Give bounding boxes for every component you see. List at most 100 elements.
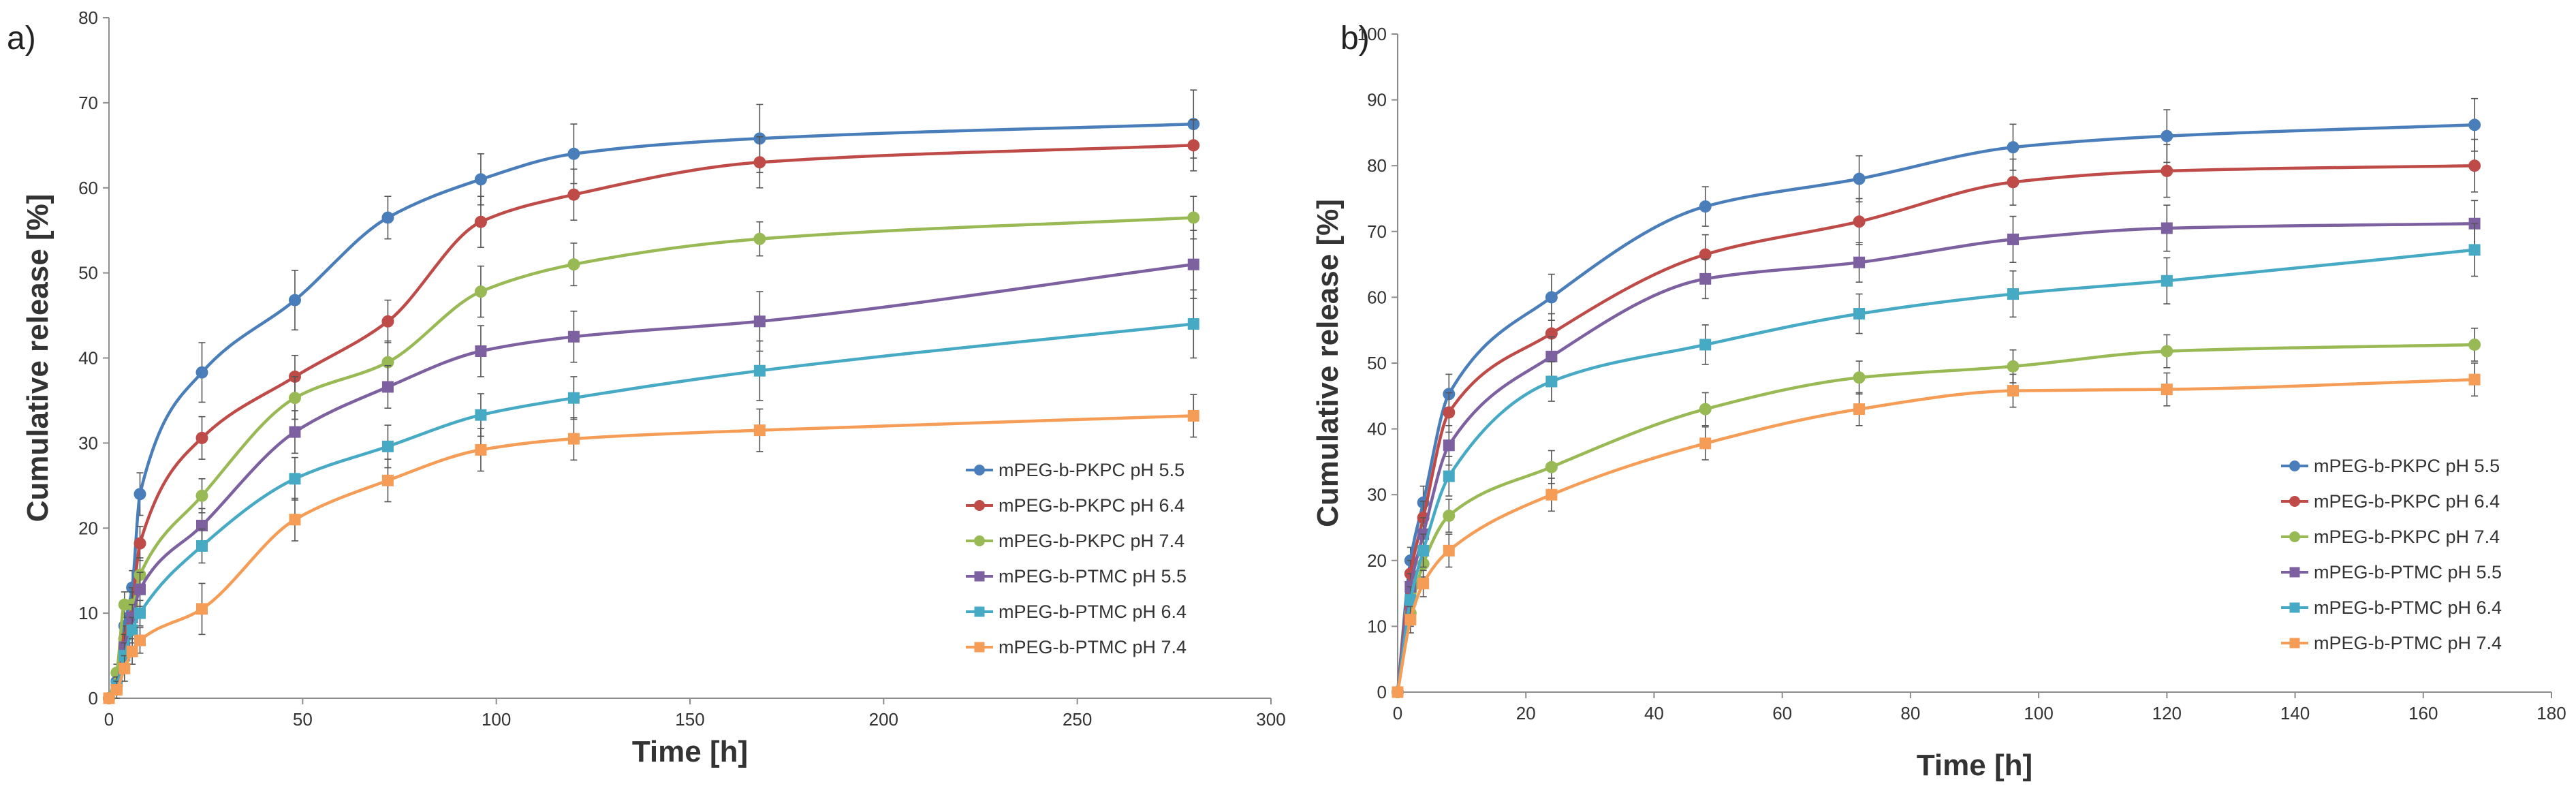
legend-item: mPEG-b-PKPC pH 5.5	[2281, 456, 2500, 476]
data-point	[1699, 248, 1712, 261]
data-point	[1545, 350, 1558, 362]
y-tick-label: 60	[78, 178, 98, 198]
data-point	[2161, 275, 2173, 287]
data-point	[110, 684, 123, 696]
data-point	[474, 215, 487, 228]
data-point	[2468, 159, 2481, 172]
legend-swatch-marker	[2289, 602, 2300, 613]
data-point	[567, 258, 580, 271]
y-tick-label: 70	[78, 93, 98, 113]
data-point	[1404, 594, 1417, 606]
data-point	[1187, 258, 1199, 270]
series-6	[1392, 362, 2481, 698]
data-point	[1853, 403, 1866, 416]
legend-label: mPEG-b-PKPC pH 7.4	[999, 531, 1184, 551]
y-tick-label: 80	[78, 7, 98, 28]
x-tick-label: 160	[2408, 703, 2438, 723]
y-tick-label: 10	[1367, 616, 1387, 636]
series-5	[1392, 223, 2481, 698]
x-tick-label: 20	[1516, 703, 1536, 723]
data-point	[475, 345, 487, 358]
data-point	[753, 424, 766, 437]
y-tick-label: 30	[78, 433, 98, 453]
x-tick-label: 100	[2024, 703, 2053, 723]
data-point	[195, 489, 208, 502]
series-line	[1396, 248, 2475, 693]
x-tick-label: 180	[2536, 703, 2566, 723]
legend-item: mPEG-b-PTMC pH 6.4	[966, 602, 1187, 622]
legend-swatch-marker	[2289, 531, 2300, 542]
y-tick-label: 50	[1367, 353, 1387, 373]
legend-swatch-marker	[974, 606, 985, 617]
data-point	[2468, 338, 2481, 351]
data-point	[1853, 371, 1866, 384]
data-point	[1392, 686, 1404, 698]
data-point	[195, 366, 208, 379]
data-point	[753, 156, 766, 169]
legend-label: mPEG-b-PKPC pH 5.5	[999, 460, 1184, 480]
y-tick-label: 80	[1367, 155, 1387, 176]
data-point	[381, 474, 394, 486]
data-point	[2007, 360, 2020, 373]
y-tick-label: 0	[89, 688, 98, 708]
data-point	[1853, 215, 1866, 228]
legend-swatch-marker	[974, 535, 985, 546]
data-point	[1417, 544, 1430, 557]
data-point	[1699, 437, 1712, 450]
legend-label: mPEG-b-PKPC pH 6.4	[2314, 491, 2500, 512]
data-point	[1699, 339, 1712, 351]
data-point	[288, 294, 301, 307]
legend-label: mPEG-b-PTMC pH 7.4	[2314, 633, 2502, 653]
data-point	[2161, 345, 2173, 358]
legend: mPEG-b-PKPC pH 5.5 mPEG-b-PKPC pH 6.4 mPEG…	[2281, 456, 2502, 653]
data-point	[1417, 578, 1430, 590]
x-tick-label: 200	[869, 709, 898, 730]
x-tick-label: 120	[2152, 703, 2182, 723]
data-point	[1443, 406, 1456, 419]
data-point	[1545, 291, 1558, 304]
data-point	[133, 607, 146, 619]
y-tick-label: 30	[1367, 484, 1387, 505]
data-point	[1699, 272, 1712, 285]
data-point	[2161, 222, 2173, 234]
data-point	[753, 364, 766, 377]
series-line	[1396, 123, 2475, 693]
data-point	[126, 624, 138, 636]
y-axis-title: Cumulative release [%]	[21, 194, 54, 522]
legend-label: mPEG-b-PKPC pH 6.4	[999, 495, 1184, 516]
y-tick-label: 70	[1367, 221, 1387, 242]
data-point	[289, 426, 301, 438]
data-point	[1443, 470, 1455, 482]
series-line	[1396, 377, 2475, 693]
data-point	[195, 431, 208, 444]
data-point	[381, 381, 394, 393]
legend-item: mPEG-b-PTMC pH 5.5	[2281, 562, 2502, 582]
legend-item: mPEG-b-PKPC pH 6.4	[966, 495, 1184, 516]
y-tick-label: 90	[1367, 90, 1387, 110]
data-point	[567, 392, 580, 404]
legend-swatch-marker	[2289, 496, 2300, 507]
data-point	[2007, 233, 2019, 245]
legend-swatch-marker	[2289, 638, 2300, 649]
data-point	[289, 473, 301, 485]
data-point	[1187, 211, 1200, 224]
y-tick-label: 20	[78, 518, 98, 538]
data-point	[1187, 318, 1199, 330]
data-point	[2007, 385, 2019, 397]
data-point	[1545, 488, 1558, 501]
y-tick-label: 60	[1367, 287, 1387, 307]
legend-label: mPEG-b-PTMC pH 5.5	[2314, 562, 2502, 582]
data-point	[288, 392, 301, 405]
data-point	[195, 603, 208, 615]
data-point	[381, 211, 394, 224]
y-axis-title: Cumulative release [%]	[1311, 199, 1345, 527]
legend-item: mPEG-b-PKPC pH 7.4	[2281, 527, 2500, 547]
data-point	[1699, 403, 1712, 416]
series-line	[1396, 163, 2475, 693]
chart-panel-a: a) 0 10 20 30 40 50 60 70 80 0 50 100 150 200 250 300 Tim…	[7, 7, 1286, 768]
y-tick-label: 50	[78, 263, 98, 283]
data-point	[567, 147, 580, 160]
data-point	[1853, 256, 1866, 268]
legend-item: mPEG-b-PTMC pH 6.4	[2281, 597, 2502, 618]
y-tick-label: 0	[1377, 682, 1387, 702]
